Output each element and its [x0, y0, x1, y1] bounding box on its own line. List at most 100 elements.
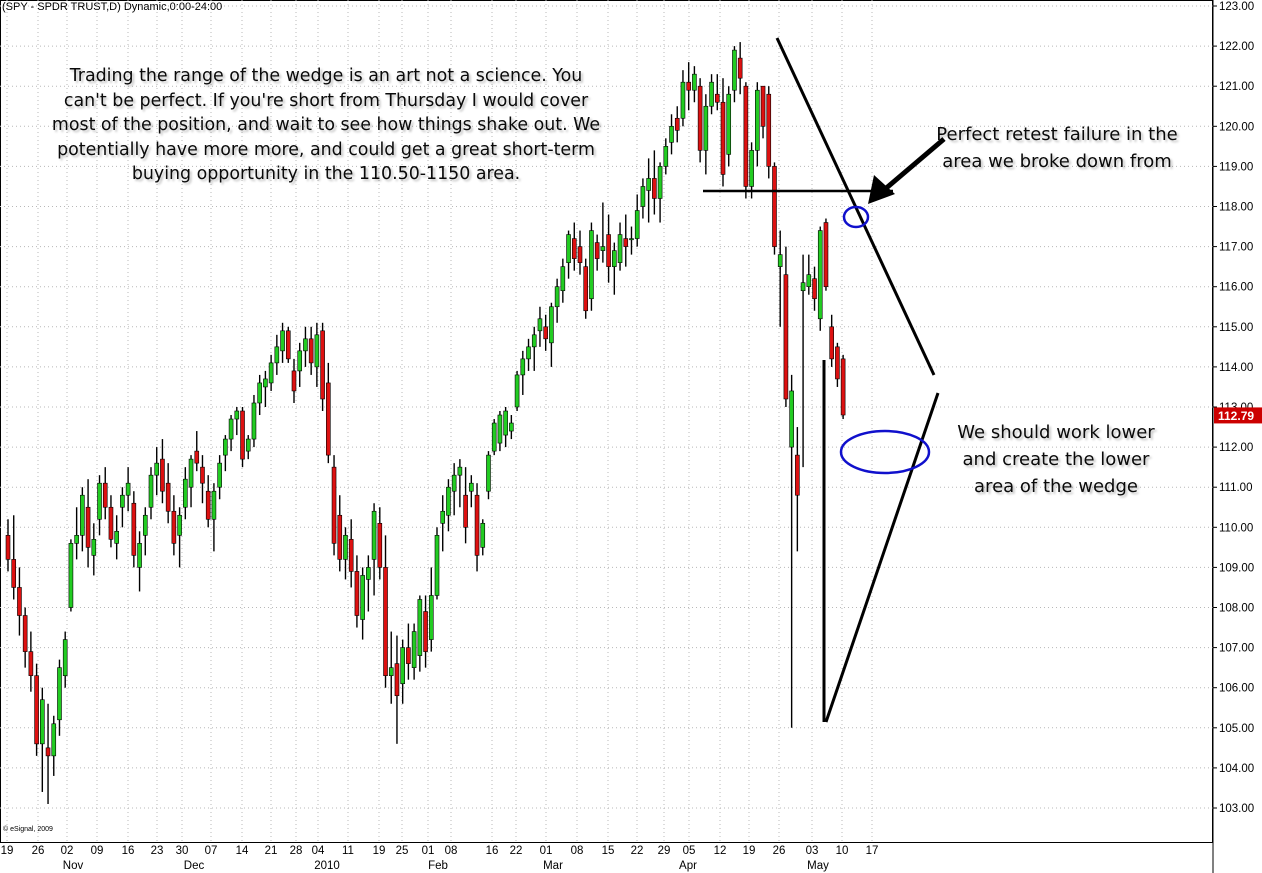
x-tick-label: 29 — [658, 845, 671, 857]
x-tick-label: 09 — [91, 845, 104, 857]
candle-body — [211, 490, 217, 520]
candle — [634, 194, 640, 247]
candle — [400, 639, 405, 704]
annotation-drawings — [703, 37, 946, 723]
candle-body — [766, 93, 772, 167]
candle-body — [835, 346, 840, 380]
candle — [228, 415, 234, 452]
x-tick-label: 22 — [631, 845, 644, 857]
candle-body — [85, 506, 91, 548]
candle — [709, 74, 714, 115]
x-tick-label: 04 — [312, 845, 325, 857]
candle-body — [817, 230, 823, 320]
candle — [732, 46, 737, 103]
candle — [62, 631, 68, 688]
y-tick-label: 110.00 — [1219, 522, 1253, 534]
candle — [537, 306, 543, 347]
candle — [354, 555, 360, 628]
candle — [800, 254, 806, 468]
candle-body — [446, 486, 451, 516]
candle-body — [297, 350, 303, 372]
candle — [755, 82, 760, 167]
candle-body — [17, 587, 22, 616]
candle — [434, 527, 440, 600]
candle — [526, 338, 531, 371]
candle-layer — [5, 42, 846, 804]
candle-body — [205, 490, 211, 520]
candle — [165, 463, 171, 524]
lower-annotation-line: area of the wedge — [974, 476, 1138, 497]
candle-body — [11, 559, 17, 588]
y-tick-label: 103.00 — [1219, 803, 1254, 815]
arrow-head-icon — [868, 175, 895, 204]
candle — [823, 218, 829, 291]
candle — [200, 455, 205, 504]
candle — [343, 527, 348, 580]
candle-body — [40, 699, 45, 745]
last-price-badge — [1214, 407, 1262, 424]
candle — [360, 567, 365, 640]
candle-body — [543, 326, 548, 340]
candle-body — [45, 747, 51, 757]
candle — [566, 230, 571, 279]
candle-body — [263, 378, 268, 388]
candle-body — [51, 723, 57, 757]
candle — [686, 62, 691, 111]
candle-body — [62, 639, 68, 676]
candle — [217, 455, 222, 500]
candle — [772, 162, 777, 255]
candle-body — [102, 482, 108, 508]
candle — [417, 595, 423, 672]
candle-body — [28, 651, 34, 676]
x-tick-label: 26 — [32, 845, 45, 857]
candle-body — [406, 647, 411, 664]
candle — [486, 451, 491, 500]
candle — [817, 226, 823, 331]
candle-body — [617, 234, 623, 263]
y-tick-label: 107.00 — [1219, 643, 1254, 655]
candle — [268, 354, 274, 391]
candle-body — [697, 85, 703, 151]
candle-body — [714, 93, 720, 103]
candle — [509, 415, 514, 440]
y-tick-label: 122.00 — [1219, 41, 1254, 53]
candle — [131, 491, 137, 568]
candle-body — [5, 535, 11, 560]
candle-body — [137, 543, 142, 568]
candle — [40, 687, 45, 792]
x-tick-label: 28 — [290, 845, 303, 857]
retest-annotation-line: area we broke down from — [942, 151, 1172, 172]
candle — [337, 495, 343, 572]
candle-body — [743, 85, 749, 187]
candle-body — [80, 494, 85, 536]
candle-body — [97, 482, 102, 520]
candle — [606, 214, 611, 283]
candle — [720, 78, 726, 187]
candle-body — [160, 458, 165, 492]
candle-body — [680, 81, 686, 119]
candle-body — [674, 117, 680, 131]
candle-body — [520, 358, 526, 376]
candle — [640, 178, 646, 219]
candle — [377, 507, 383, 580]
y-tick-label: 121.00 — [1219, 81, 1254, 93]
candle-body — [549, 306, 554, 344]
candle — [663, 138, 669, 175]
candle — [612, 242, 617, 295]
candle — [560, 258, 566, 303]
x-tick-label: 05 — [683, 845, 696, 857]
candle — [423, 595, 428, 668]
candle-body — [600, 246, 606, 251]
candle — [789, 374, 794, 728]
candle-body — [400, 647, 405, 684]
candle — [314, 322, 320, 387]
candle — [211, 483, 217, 552]
candle — [148, 467, 154, 520]
candle-body — [497, 414, 503, 444]
candle-body — [823, 222, 829, 287]
candle-body — [789, 390, 794, 448]
candle-body — [577, 246, 583, 263]
candle — [234, 407, 240, 436]
candle — [703, 94, 709, 175]
copyright-text: © eSignal, 2009 — [3, 826, 53, 833]
